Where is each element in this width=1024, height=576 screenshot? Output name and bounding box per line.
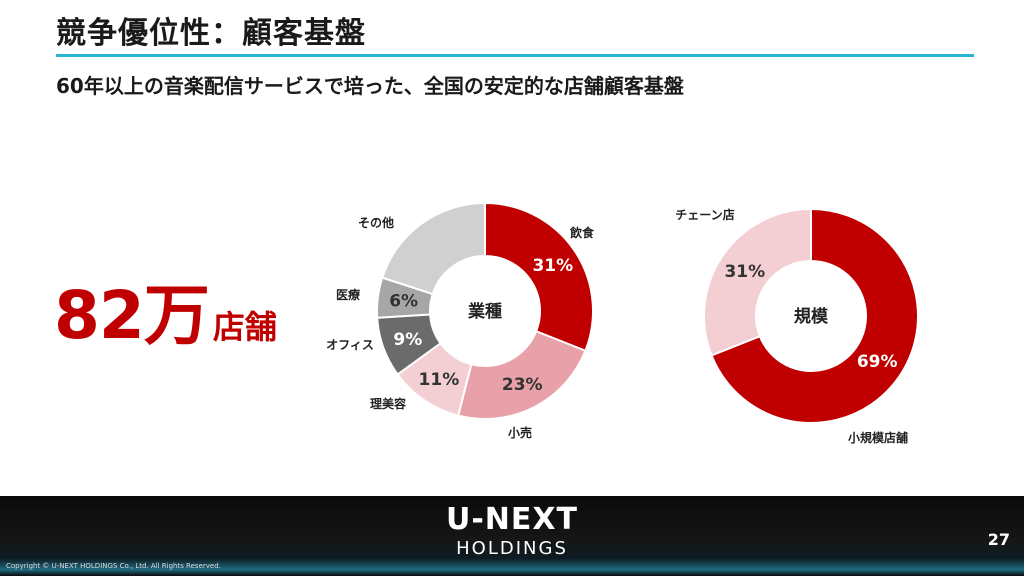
chart1-slice-2 [456,329,587,420]
chart1-value-label-4: 9% [393,330,422,350]
chart1-category-label-1: 飲食 [569,225,595,240]
chart2-center-label: 規模 [794,306,829,327]
chart1-category-label-2: 小売 [508,425,532,440]
store-count-headline: 82万 店舗 [54,262,277,358]
store-count-number: 82万 [54,277,210,354]
chart1-category-label-6: その他 [358,215,394,230]
store-count-unit: 店舗 [212,308,277,346]
chart1-category-label-5: 医療 [336,287,360,302]
chart2-slice-1 [710,207,919,424]
chart1-slice-6 [381,201,486,296]
chart2-value-label-1: 69% [857,352,898,372]
company-logo-wordmark: U-NEXT [445,502,578,537]
footer-bar: U-NEXT HOLDINGS 27 Copyright © U-NEXT HO… [0,496,1024,576]
slide-subtitle: 60年以上の音楽配信サービスで培った、全国の安定的な店舗顧客基盤 [56,74,684,98]
chart2-category-label-1: 小規模店舗 [848,430,908,445]
chart1-value-label-2: 23% [502,375,543,395]
chart2-category-label-2: チェーン店 [675,207,734,222]
chart1-value-label-1: 31% [532,256,573,276]
chart1-category-label-3: 理美容 [370,396,406,411]
chart1-value-label-3: 11% [419,370,460,390]
chart1-value-label-5: 6% [389,292,418,312]
chart1-category-label-4: オフィス [326,338,374,352]
company-logo-subtitle: HOLDINGS [456,538,568,559]
chart2-slice-2 [703,207,812,357]
title-underline [56,54,974,57]
chart2-value-label-2: 31% [724,262,765,282]
chart1-center-label: 業種 [468,301,502,322]
copyright-text: Copyright © U-NEXT HOLDINGS Co., Ltd. Al… [6,562,221,570]
chart1-slice-1 [484,201,594,353]
slide-title: 競争優位性：顧客基盤 [56,16,366,51]
page-number: 27 [987,530,1010,549]
